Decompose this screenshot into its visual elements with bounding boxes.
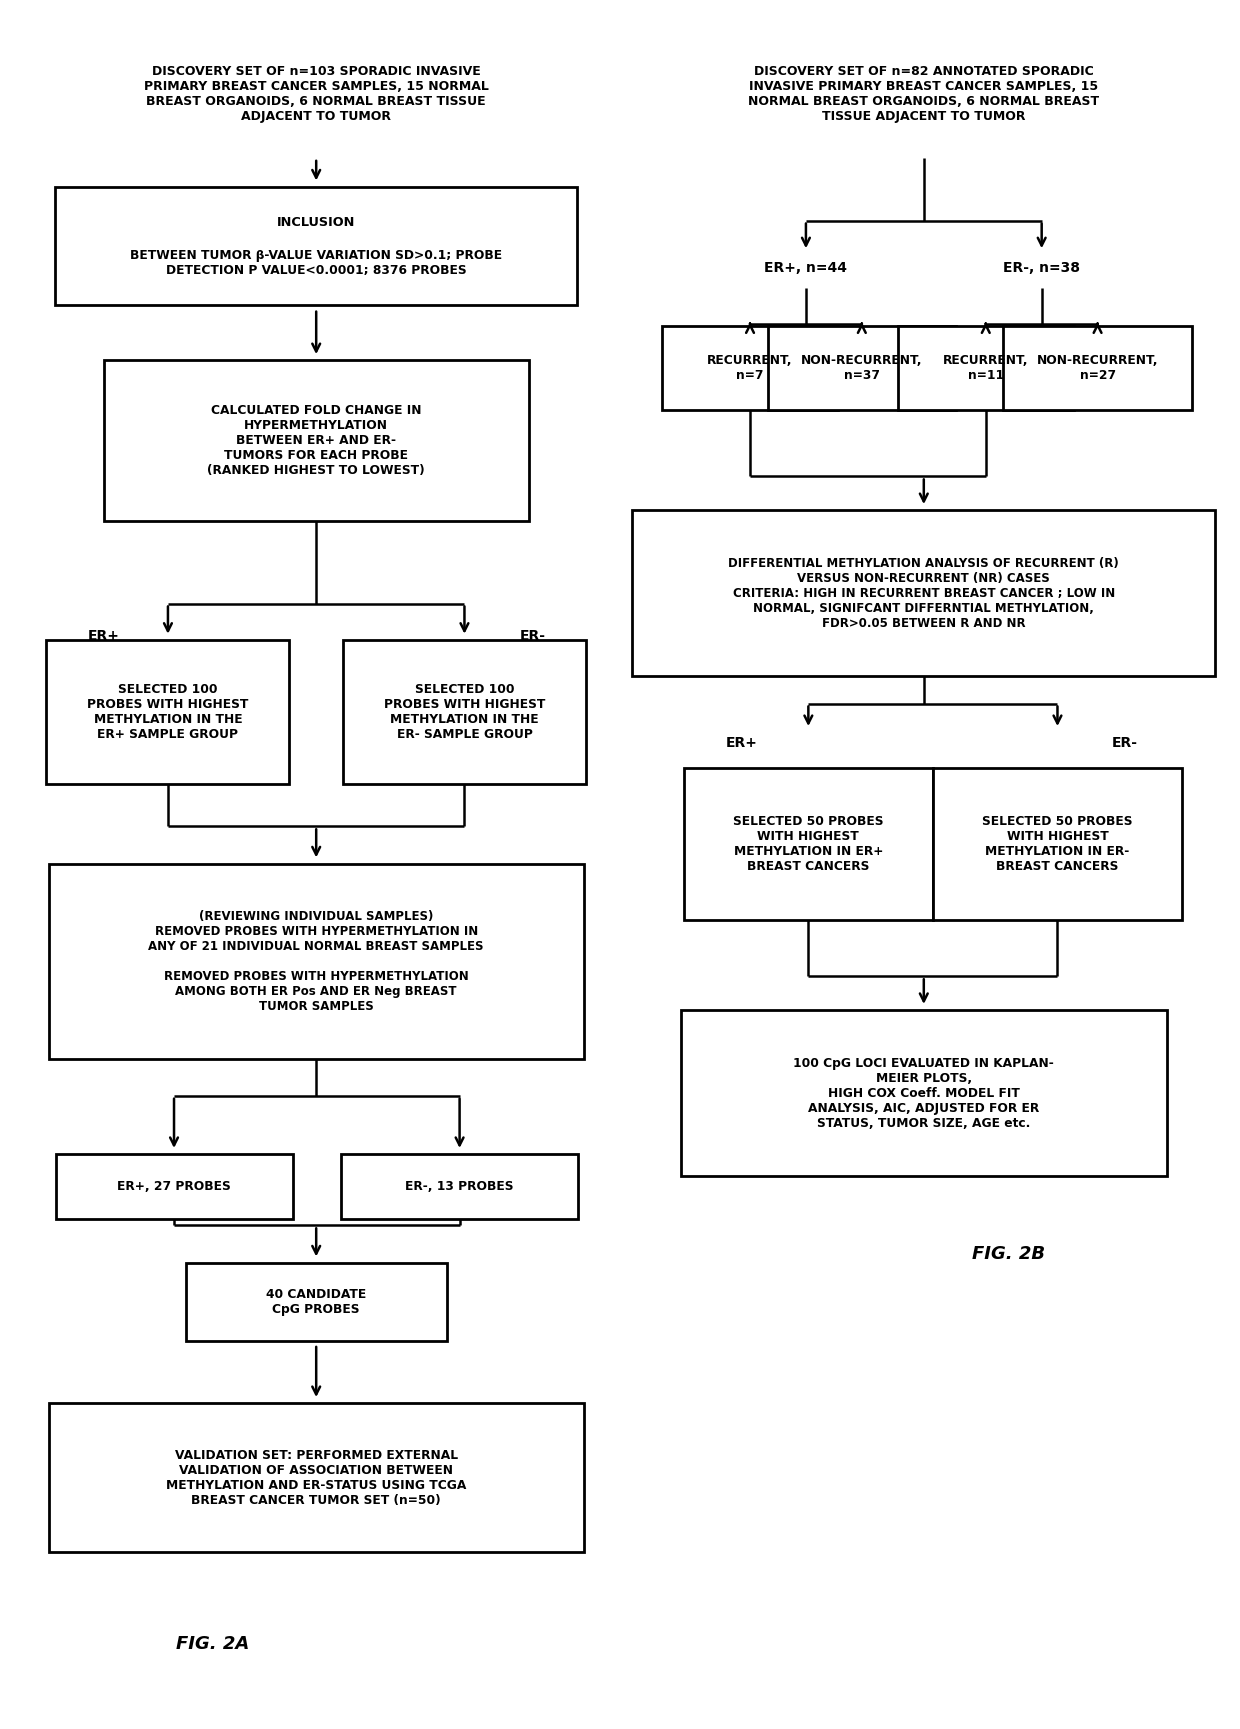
Text: ER+: ER+	[88, 629, 119, 643]
Text: VALIDATION SET: PERFORMED EXTERNAL
VALIDATION OF ASSOCIATION BETWEEN
METHYLATION: VALIDATION SET: PERFORMED EXTERNAL VALID…	[166, 1449, 466, 1508]
Text: SELECTED 50 PROBES
WITH HIGHEST
METHYLATION IN ER-
BREAST CANCERS: SELECTED 50 PROBES WITH HIGHEST METHYLAT…	[982, 814, 1132, 873]
Text: RECURRENT,
n=11: RECURRENT, n=11	[944, 354, 1028, 382]
FancyBboxPatch shape	[186, 1262, 446, 1340]
Text: 100 CpG LOCI EVALUATED IN KAPLAN-
MEIER PLOTS,
HIGH COX Coeff. MODEL FIT
ANALYSI: 100 CpG LOCI EVALUATED IN KAPLAN- MEIER …	[794, 1056, 1054, 1129]
Text: NON-RECURRENT,
n=37: NON-RECURRENT, n=37	[801, 354, 923, 382]
FancyBboxPatch shape	[768, 325, 956, 410]
Text: ER-: ER-	[520, 629, 546, 643]
Text: DISCOVERY SET OF n=82 ANNOTATED SPORADIC
INVASIVE PRIMARY BREAST CANCER SAMPLES,: DISCOVERY SET OF n=82 ANNOTATED SPORADIC…	[748, 64, 1100, 123]
FancyBboxPatch shape	[932, 768, 1182, 920]
FancyBboxPatch shape	[898, 325, 1074, 410]
Text: DISCOVERY SET OF n=103 SPORADIC INVASIVE
PRIMARY BREAST CANCER SAMPLES, 15 NORMA: DISCOVERY SET OF n=103 SPORADIC INVASIVE…	[144, 64, 489, 123]
Text: ER+: ER+	[725, 735, 758, 749]
FancyBboxPatch shape	[48, 864, 584, 1058]
Text: FIG. 2B: FIG. 2B	[972, 1245, 1045, 1264]
Text: SELECTED 50 PROBES
WITH HIGHEST
METHYLATION IN ER+
BREAST CANCERS: SELECTED 50 PROBES WITH HIGHEST METHYLAT…	[733, 814, 884, 873]
FancyBboxPatch shape	[1003, 325, 1192, 410]
FancyBboxPatch shape	[341, 1155, 578, 1219]
FancyBboxPatch shape	[683, 768, 932, 920]
FancyBboxPatch shape	[632, 510, 1215, 676]
Text: ER+, 27 PROBES: ER+, 27 PROBES	[117, 1179, 231, 1193]
Text: NON-RECURRENT,
n=27: NON-RECURRENT, n=27	[1037, 354, 1158, 382]
Text: RECURRENT,
n=7: RECURRENT, n=7	[707, 354, 792, 382]
FancyBboxPatch shape	[343, 640, 587, 783]
FancyBboxPatch shape	[48, 1404, 584, 1553]
Text: CALCULATED FOLD CHANGE IN
HYPERMETHYLATION
BETWEEN ER+ AND ER-
TUMORS FOR EACH P: CALCULATED FOLD CHANGE IN HYPERMETHYLATI…	[207, 405, 425, 477]
Text: (REVIEWING INDIVIDUAL SAMPLES)
REMOVED PROBES WITH HYPERMETHYLATION IN
ANY OF 21: (REVIEWING INDIVIDUAL SAMPLES) REMOVED P…	[149, 909, 484, 1013]
Text: 40 CANDIDATE
CpG PROBES: 40 CANDIDATE CpG PROBES	[267, 1288, 366, 1316]
Text: ER+, n=44: ER+, n=44	[764, 261, 847, 275]
FancyBboxPatch shape	[104, 360, 528, 522]
Text: FIG. 2A: FIG. 2A	[176, 1636, 249, 1653]
Text: ER-, 13 PROBES: ER-, 13 PROBES	[405, 1179, 513, 1193]
Text: BETWEEN TUMOR β-VALUE VARIATION SD>0.1; PROBE
DETECTION P VALUE<0.0001; 8376 PRO: BETWEEN TUMOR β-VALUE VARIATION SD>0.1; …	[130, 249, 502, 277]
Text: INCLUSION: INCLUSION	[277, 216, 356, 228]
FancyBboxPatch shape	[55, 187, 578, 306]
FancyBboxPatch shape	[681, 1010, 1167, 1176]
FancyBboxPatch shape	[56, 1155, 293, 1219]
FancyBboxPatch shape	[662, 325, 838, 410]
Text: SELECTED 100
PROBES WITH HIGHEST
METHYLATION IN THE
ER+ SAMPLE GROUP: SELECTED 100 PROBES WITH HIGHEST METHYLA…	[87, 683, 249, 742]
Text: DIFFERENTIAL METHYLATION ANALYSIS OF RECURRENT (R)
VERSUS NON-RECURRENT (NR) CAS: DIFFERENTIAL METHYLATION ANALYSIS OF REC…	[728, 557, 1120, 629]
FancyBboxPatch shape	[46, 640, 289, 783]
Text: ER-, n=38: ER-, n=38	[1003, 261, 1080, 275]
Text: SELECTED 100
PROBES WITH HIGHEST
METHYLATION IN THE
ER- SAMPLE GROUP: SELECTED 100 PROBES WITH HIGHEST METHYLA…	[383, 683, 546, 742]
Text: ER-: ER-	[1111, 735, 1137, 749]
